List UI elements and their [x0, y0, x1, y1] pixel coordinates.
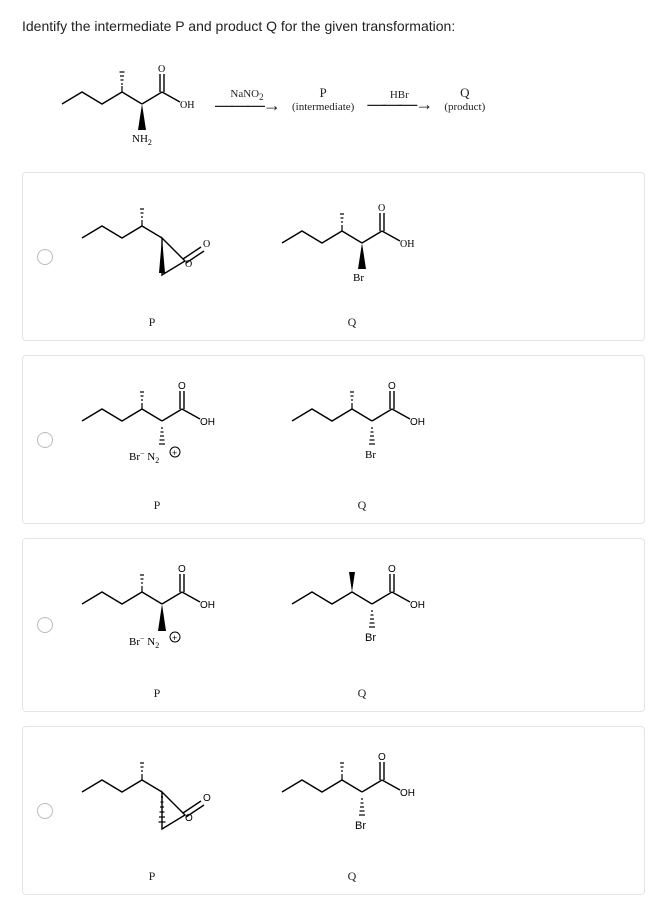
radio-icon[interactable] — [37, 803, 53, 819]
reaction-scheme: O OH NH2 NaNO2 ———→ P (intermediate) HBr… — [52, 44, 645, 154]
svg-text:O: O — [378, 203, 385, 214]
svg-text:NH2: NH2 — [132, 133, 152, 147]
svg-text:O: O — [388, 564, 396, 575]
q-label: Q — [348, 315, 357, 330]
opt3-q: Br O OH Q — [277, 549, 447, 701]
option-3[interactable]: Br− N2 + O OH P — [22, 538, 645, 712]
opt1-p: O O P — [67, 183, 237, 330]
intermediate-placeholder: P (intermediate) — [292, 85, 354, 113]
product-placeholder: Q (product) — [444, 85, 485, 113]
p-label: P — [149, 869, 156, 884]
svg-text:OH: OH — [400, 239, 414, 250]
p-label: P — [154, 498, 161, 513]
svg-text:OH: OH — [200, 417, 215, 428]
svg-text:Br: Br — [365, 632, 376, 644]
arrow-step2: HBr ———→ — [364, 89, 434, 109]
starting-material: O OH NH2 — [52, 44, 202, 154]
svg-text:O: O — [203, 793, 211, 804]
svg-text:Br: Br — [353, 272, 364, 284]
radio-icon[interactable] — [37, 432, 53, 448]
option-1[interactable]: O O P Br — [22, 172, 645, 341]
radio-icon[interactable] — [37, 249, 53, 265]
svg-text:O: O — [178, 381, 186, 392]
opt1-q: Br O OH Q — [267, 183, 437, 330]
svg-text:Br− N2: Br− N2 — [129, 447, 159, 465]
opt2-q: Br O OH Q — [277, 366, 447, 513]
svg-text:O: O — [158, 64, 165, 75]
radio-icon[interactable] — [37, 617, 53, 633]
svg-text:OH: OH — [410, 417, 425, 428]
svg-text:OH: OH — [200, 600, 215, 611]
opt2-p: Br− N2 + O OH P — [67, 366, 247, 513]
q-label: Q — [348, 869, 357, 884]
oh-label: OH — [180, 100, 194, 111]
options-list: O O P Br — [22, 172, 645, 895]
svg-text:OH: OH — [410, 600, 425, 611]
option-2[interactable]: Br− N2 + O OH P — [22, 355, 645, 524]
svg-text:O: O — [388, 381, 396, 392]
svg-text:Br: Br — [355, 820, 366, 832]
svg-text:Br− N2: Br− N2 — [129, 632, 159, 650]
question-prompt: Identify the intermediate P and product … — [22, 18, 645, 34]
svg-text:O: O — [178, 564, 186, 575]
q-label: Q — [358, 498, 367, 513]
p-label: P — [154, 686, 161, 701]
svg-text:O: O — [203, 239, 210, 250]
opt4-p: O O P — [67, 737, 237, 884]
svg-text:OH: OH — [400, 788, 415, 799]
svg-text:+: + — [172, 633, 177, 643]
opt3-p: Br− N2 + O OH P — [67, 549, 247, 701]
svg-text:Br: Br — [365, 449, 376, 461]
p-label: P — [149, 315, 156, 330]
option-4[interactable]: O O P — [22, 726, 645, 895]
svg-text:+: + — [172, 448, 177, 458]
opt4-q: Br O OH Q — [267, 737, 437, 884]
q-label: Q — [358, 686, 367, 701]
svg-text:O: O — [378, 752, 386, 763]
arrow-step1: NaNO2 ———→ — [212, 88, 282, 110]
